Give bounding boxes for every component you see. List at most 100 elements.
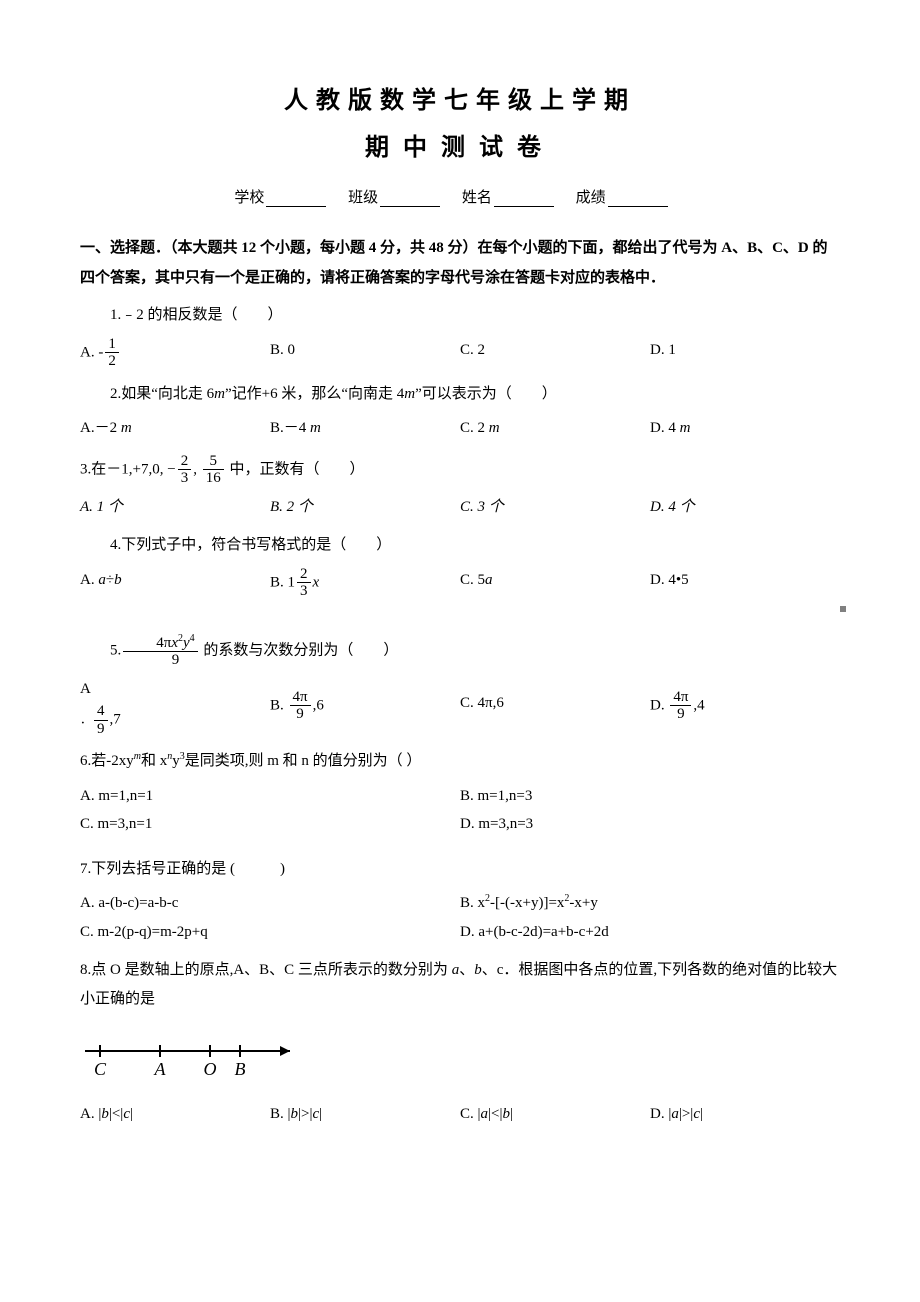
q4-stem: 4.下列式子中，符合书写格式的是（ ） [80, 531, 840, 560]
q7-stem: 7.下列去括号正确的是 ( ) [80, 855, 840, 884]
q6-choice-d: D. m=3,n=3 [460, 810, 840, 839]
blank-name[interactable] [494, 190, 554, 207]
q8-a-c: |<| [109, 1106, 123, 1122]
q5-d-frac: 4π9 [670, 689, 691, 723]
q5-choices: A．49,7 B. 4π9,6 C. 4π,6 D. 4π9,4 [80, 675, 840, 738]
q2-a-b: m [121, 420, 132, 436]
q2-choice-d: D. 4 m [650, 414, 840, 443]
q2-stem: 2.如果“向北走 6m”记作+6 米，那么“向南走 4m”可以表示为（ ） [80, 380, 840, 409]
q8-choice-c: C. |a|<|b| [460, 1100, 650, 1129]
q2-choice-a: A.－2 m [80, 414, 270, 443]
blank-class[interactable] [380, 190, 440, 207]
q8-c-e: | [510, 1106, 513, 1122]
q5-num-b: x [171, 635, 178, 651]
q5-b-pre: B. [270, 697, 288, 713]
blank-school[interactable] [266, 190, 326, 207]
q5-den: 9 [123, 652, 197, 669]
q6-choice-b: B. m=1,n=3 [460, 782, 840, 811]
q5-d-pre: D. [650, 697, 668, 713]
q4-c-b: a [485, 572, 493, 588]
q1-choice-b: B. 0 [270, 336, 460, 370]
q8-d-a: D. | [650, 1106, 671, 1122]
q3-s-b: 中，正数有（ ） [226, 461, 365, 477]
q5-d-den: 9 [670, 706, 691, 723]
q1-a-den: 2 [105, 353, 119, 370]
q4-choice-a: A. a÷b [80, 566, 270, 623]
q6-stem: 6.若-2xym和 xny3是同类项,则 m 和 n 的值分别为（ ） [80, 747, 840, 776]
q7-choice-b: B. x2-[-(-x+y)]=x2-x+y [460, 889, 840, 918]
q8-b-a: B. | [270, 1106, 291, 1122]
q8-b-e: | [319, 1106, 322, 1122]
q5-a-pre: A [80, 681, 91, 697]
q6-s-g: 是同类项,则 m 和 n 的值分别为（ ） [185, 753, 422, 769]
q8-d-c: |>| [679, 1106, 693, 1122]
q1-choices: A. -12 B. 0 C. 2 D. 1 [80, 336, 840, 370]
numline-label-c: C [94, 1059, 107, 1079]
q7-b-e: -x+y [569, 895, 597, 911]
q8-c-c: |<| [488, 1106, 502, 1122]
q1-a-frac: 12 [105, 336, 119, 370]
q4-b-a: B. 1 [270, 574, 295, 590]
q2-d-a: D. 4 [650, 420, 680, 436]
numline-label-a: A [154, 1059, 167, 1079]
q6-choice-c: C. m=3,n=1 [80, 810, 460, 839]
q6-s-c: 和 x [141, 753, 167, 769]
q4-choice-c: C. 5a [460, 566, 650, 623]
blank-score[interactable] [608, 190, 668, 207]
q8-s-c: 、 [459, 962, 474, 978]
q1-choice-c: C. 2 [460, 336, 650, 370]
label-class: 班级 [348, 190, 378, 206]
q8-choice-b: B. |b|>|c| [270, 1100, 460, 1129]
q2-s-e: ”可以表示为（ ） [415, 386, 557, 402]
q5-d-num: 4π [670, 689, 691, 707]
q8-s-a: 8.点 O 是数轴上的原点,A、B、C 三点所表示的数分别为 [80, 962, 452, 978]
q7-choice-a: A. a-(b-c)=a-b-c [80, 889, 460, 918]
title-sub: 期中测试卷 [80, 127, 840, 162]
q3-f1-num: 2 [178, 453, 192, 471]
numline-label-o: O [204, 1059, 217, 1079]
q8-d-e: | [700, 1106, 703, 1122]
q3-choice-c: C. 3 个 [460, 493, 650, 522]
q5-num: 4πx2y4 [123, 633, 197, 653]
q4-c-a: C. 5 [460, 572, 485, 588]
title-main: 人教版数学七年级上学期 [80, 80, 840, 115]
q8-a-b: b [101, 1106, 109, 1122]
q7-b-a: B. x [460, 895, 485, 911]
q5-a-dot: ． [80, 712, 92, 726]
q4-b-num: 2 [297, 566, 311, 584]
numline-label-b: B [235, 1059, 246, 1079]
q5-b-den: 9 [290, 706, 311, 723]
q8-d-d: c [693, 1106, 700, 1122]
q1-a-num: 1 [105, 336, 119, 354]
label-school: 学校 [234, 190, 264, 206]
q4-choice-b: B. 123x [270, 566, 460, 623]
q5-choice-a: A．49,7 [80, 675, 270, 738]
label-name: 姓名 [462, 190, 492, 206]
q7-choices: A. a-(b-c)=a-b-c B. x2-[-(-x+y)]=x2-x+y … [80, 889, 840, 946]
number-line-icon: C A O B [80, 1031, 310, 1081]
q8-b-b: b [291, 1106, 299, 1122]
q5-a-num: 4 [94, 703, 108, 721]
page: 人教版数学七年级上学期 期中测试卷 学校 班级 姓名 成绩 一、选择题．（本大题… [0, 0, 920, 1302]
q2-c-b: m [489, 420, 500, 436]
info-line: 学校 班级 姓名 成绩 [80, 186, 840, 207]
q4-choices: A. a÷b B. 123x C. 5a D. 4•5 [80, 566, 840, 623]
q2-a-a: A.－2 [80, 420, 121, 436]
q5-b-num: 4π [290, 689, 311, 707]
q4-a-b: a [98, 572, 106, 588]
q3-f1: 23 [178, 453, 192, 487]
q5-num-a: 4π [156, 635, 171, 651]
number-line-figure: C A O B [80, 1031, 840, 1086]
center-mark-icon [840, 606, 846, 612]
q1-choice-d: D. 1 [650, 336, 840, 370]
q4-b-den: 3 [297, 583, 311, 600]
q5-num-e: 4 [190, 633, 195, 644]
q4-a-a: A. [80, 572, 98, 588]
q3-s-mid: , [193, 461, 201, 477]
q6-choice-a: A. m=1,n=1 [80, 782, 460, 811]
q1-stem: 1.﹣2 的相反数是（ ） [80, 301, 840, 330]
q5-num-d: y [183, 635, 190, 651]
q2-b-b: m [310, 420, 321, 436]
q2-d-b: m [680, 420, 691, 436]
q4-choice-d: D. 4•5 [650, 566, 840, 623]
